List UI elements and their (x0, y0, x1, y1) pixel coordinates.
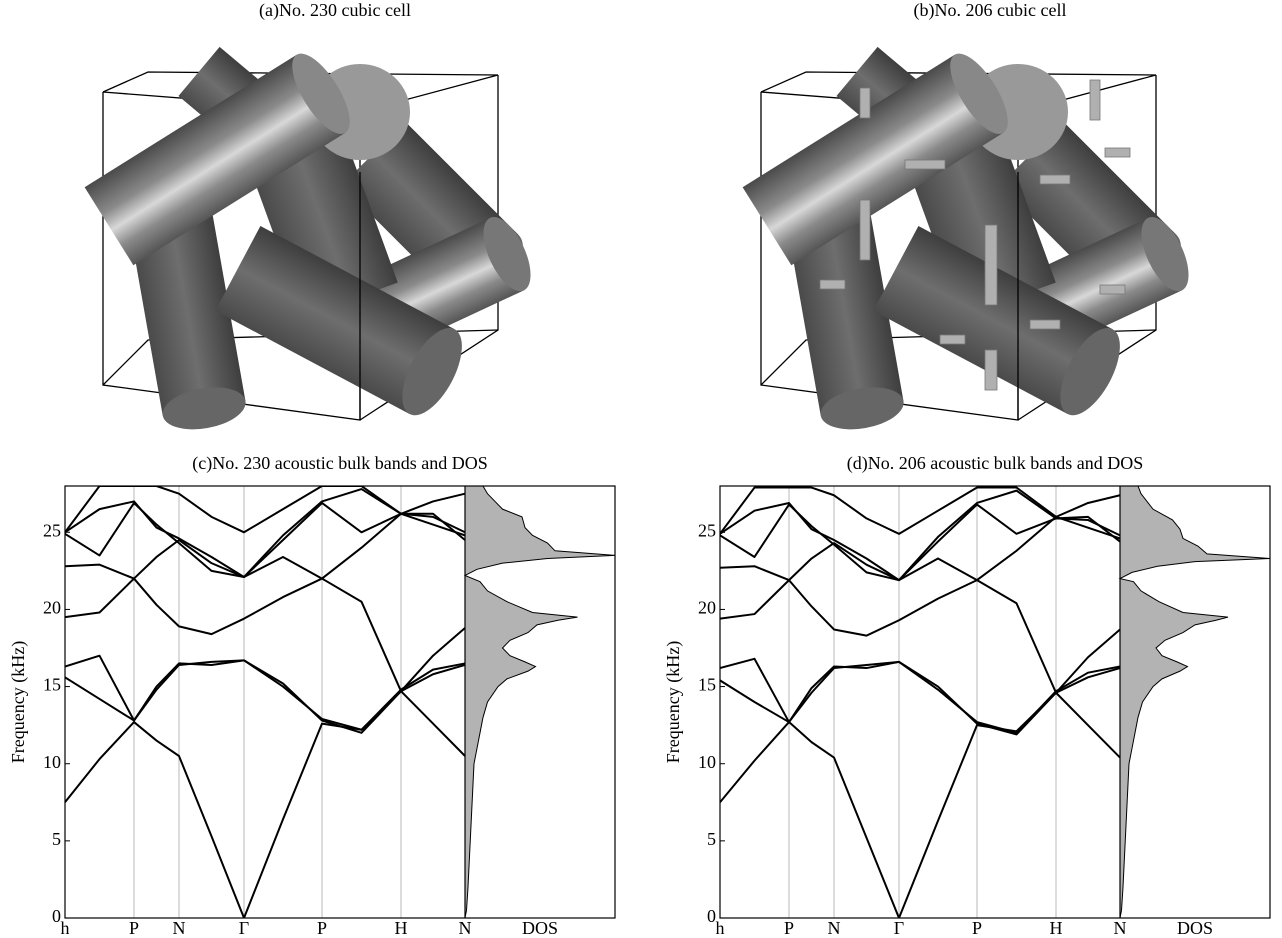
x-tick-label: N (173, 918, 186, 938)
y-tick-label: 0 (707, 906, 716, 926)
y-tick-label: 10 (698, 752, 716, 772)
y-tick-label: 5 (52, 829, 61, 849)
band-line (720, 488, 1120, 534)
y-tick-label: 0 (52, 906, 61, 926)
panel-title: (b)No. 206 cubic cell (914, 0, 1067, 21)
y-tick-label: 25 (698, 520, 716, 540)
y-axis-label: Frequency (kHz) (8, 641, 29, 763)
band-line (720, 543, 1120, 693)
y-tick-label: 20 (698, 598, 716, 618)
dos-area (465, 486, 615, 918)
x-tick-label: N (828, 918, 841, 938)
band-line (720, 693, 1120, 918)
page: (a)No. 230 cubic cell (b)No. 206 cubic c… (0, 0, 1282, 938)
x-tick-label: P (317, 918, 327, 938)
y-tick-label: 5 (707, 829, 716, 849)
chart-title: (c)No. 230 acoustic bulk bands and DOS (192, 453, 487, 474)
y-tick-label: 10 (43, 752, 61, 772)
band-line (65, 656, 465, 730)
band-line (65, 540, 465, 691)
panel-title: (a)No. 230 cubic cell (259, 0, 411, 21)
x-tick-label: h (61, 918, 70, 938)
chart-title: (d)No. 206 acoustic bulk bands and DOS (847, 453, 1143, 474)
dos-area (1120, 486, 1270, 918)
x-tick-label: Γ (894, 918, 904, 938)
band-line (65, 489, 465, 577)
band-line (720, 491, 1120, 580)
x-tick-label: h (716, 918, 725, 938)
x-tick-label: P (972, 918, 982, 938)
dos-label: DOS (1177, 918, 1213, 938)
cell-render (85, 45, 541, 435)
x-tick-label: P (784, 918, 794, 938)
x-tick-label: H (1050, 918, 1063, 938)
x-tick-label: N (1114, 918, 1127, 938)
y-tick-label: 20 (43, 598, 61, 618)
band-line (65, 691, 465, 918)
y-tick-label: 25 (43, 520, 61, 540)
figure: (a)No. 230 cubic cell (b)No. 206 cubic c… (0, 0, 1282, 938)
y-tick-label: 15 (698, 675, 716, 695)
band-line (65, 486, 465, 532)
y-axis-label: Frequency (kHz) (663, 641, 684, 763)
y-tick-label: 15 (43, 675, 61, 695)
x-tick-label: N (459, 918, 472, 938)
x-tick-label: H (395, 918, 408, 938)
x-tick-label: Γ (239, 918, 249, 938)
x-tick-label: P (129, 918, 139, 938)
cell-render (743, 45, 1199, 435)
dos-label: DOS (522, 918, 558, 938)
